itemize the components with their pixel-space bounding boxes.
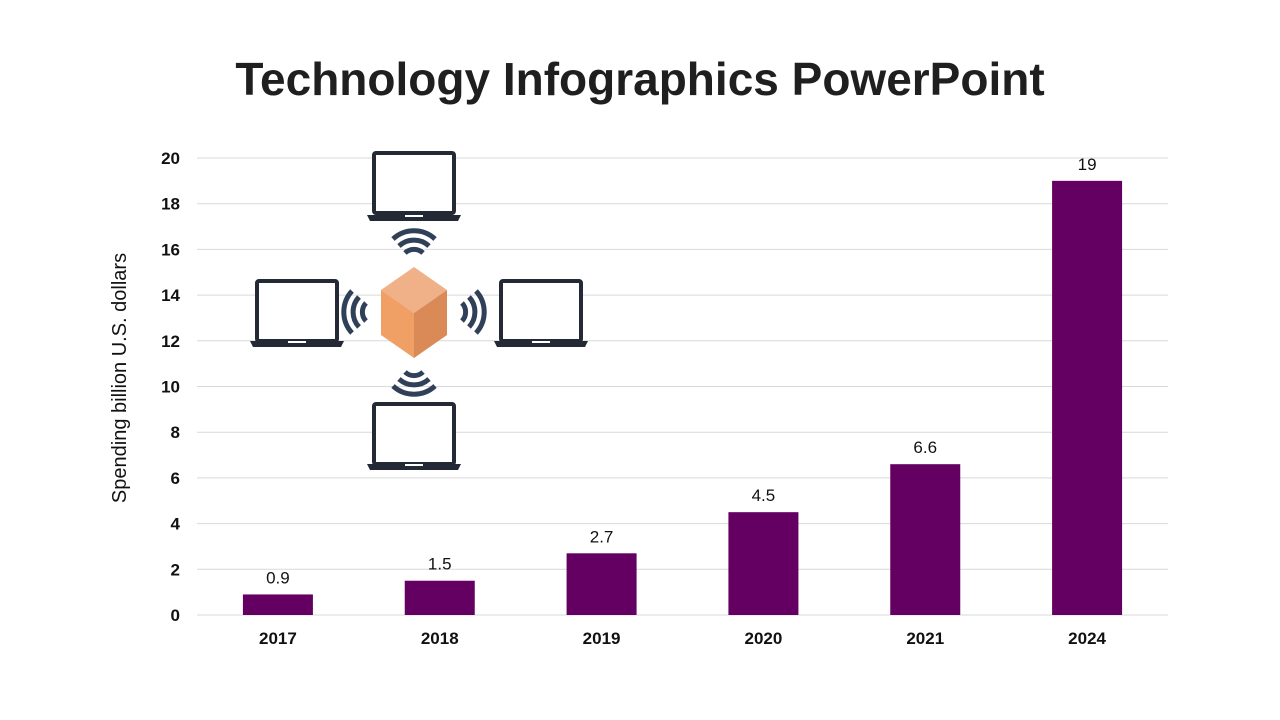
bar-2021: [890, 464, 961, 615]
x-axis-ticks: 2017 2018 2019 2020 2021 2024: [259, 629, 1107, 648]
bars: [242, 180, 1123, 615]
wifi-signal-icon: [391, 370, 437, 397]
x-tick-label: 2017: [259, 629, 297, 648]
laptop-icon: [494, 279, 588, 347]
data-label-2024: 19: [1078, 155, 1097, 174]
gridlines: [197, 157, 1168, 616]
wifi-signal-icon: [341, 289, 368, 335]
wifi-signal-icon: [460, 289, 487, 335]
y-tick-label: 18: [161, 195, 180, 214]
wifi-signal-icon: [391, 228, 437, 255]
laptop-icon: [367, 402, 461, 470]
bar-2024: [1052, 180, 1123, 615]
x-tick-label: 2018: [421, 629, 459, 648]
y-axis-title: Spending billion U.S. dollars: [109, 253, 131, 503]
y-tick-label: 0: [171, 606, 180, 625]
slide-title: Technology Infographics PowerPoint: [235, 53, 1045, 105]
bar-2019: [566, 553, 637, 615]
bar-2017: [242, 594, 313, 615]
bar-2020: [728, 512, 799, 615]
cube-icon: [381, 267, 447, 358]
laptop-icon: [250, 279, 344, 347]
data-label-2020: 4.5: [752, 486, 776, 505]
y-tick-label: 16: [161, 240, 180, 259]
x-tick-label: 2020: [745, 629, 783, 648]
y-tick-label: 14: [161, 286, 180, 305]
x-tick-label: 2019: [583, 629, 621, 648]
y-tick-label: 20: [161, 149, 180, 168]
data-label-2018: 1.5: [428, 555, 452, 574]
x-tick-label: 2024: [1068, 629, 1106, 648]
data-label-2021: 6.6: [913, 438, 937, 457]
y-axis-ticks: 0 2 4 6 8 10 12 14 16 18 20: [161, 149, 180, 625]
data-label-2017: 0.9: [266, 568, 290, 587]
network-illustration: [250, 151, 588, 470]
y-tick-label: 4: [171, 515, 181, 534]
x-tick-label: 2021: [906, 629, 944, 648]
data-label-2019: 2.7: [590, 527, 614, 546]
y-tick-label: 10: [161, 378, 180, 397]
y-tick-label: 2: [171, 560, 180, 579]
y-tick-label: 12: [161, 332, 180, 351]
laptop-icon: [367, 151, 461, 221]
data-labels: 0.9 1.5 2.7 4.5 6.6 19: [266, 155, 1096, 588]
y-tick-label: 8: [171, 423, 180, 442]
bar-2018: [404, 580, 475, 615]
y-tick-label: 6: [171, 469, 180, 488]
